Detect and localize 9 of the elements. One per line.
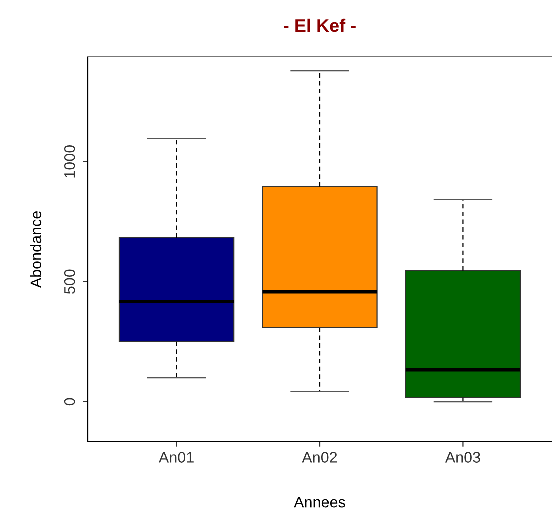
y-axis-title: Abondance	[30, 212, 42, 288]
y-tick-label: 1000	[64, 145, 76, 178]
x-tick-label: An01	[158, 452, 194, 463]
chart-title: - El Kef -	[284, 18, 356, 32]
y-tick-label: 500	[64, 270, 76, 294]
x-tick-label: An03	[445, 452, 480, 463]
x-tick-label: An02	[302, 452, 338, 463]
x-axis-title: Annees	[294, 497, 346, 508]
y-tick-label: 0	[64, 398, 76, 406]
